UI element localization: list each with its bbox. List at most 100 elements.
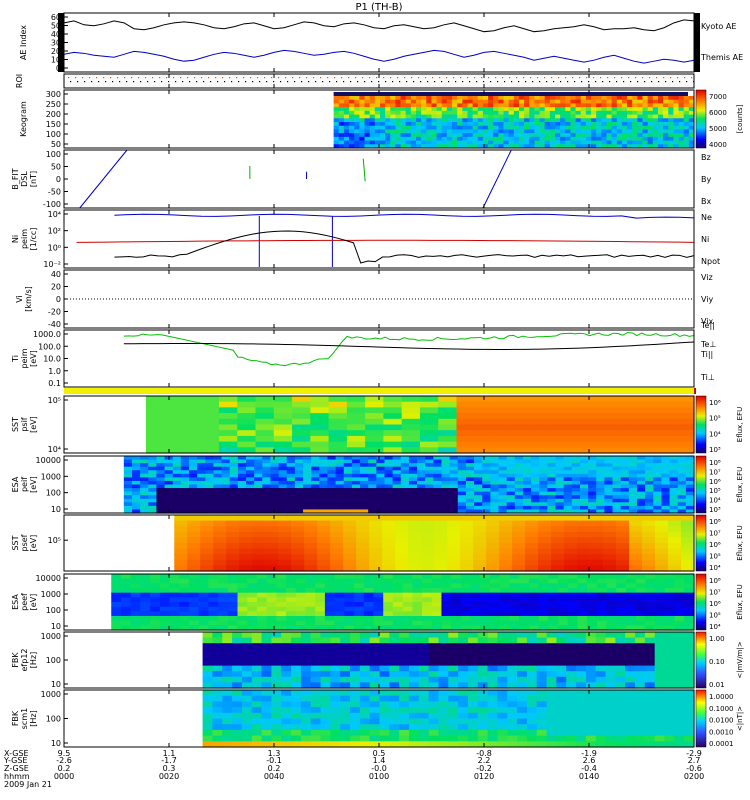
keogram-cell (678, 110, 685, 116)
fbk_b-cell (497, 729, 508, 737)
esa_e-cell (295, 588, 307, 594)
keogram-cell (627, 96, 633, 101)
esa_i-cell (335, 509, 345, 514)
roi-dot (446, 77, 448, 79)
keogram-cell (529, 114, 535, 119)
esa_i-cell (628, 473, 638, 478)
esa_i-cell (368, 495, 377, 500)
esa_i-cell (547, 495, 557, 500)
sst_i-cell (346, 396, 366, 403)
keogram-cell (580, 133, 587, 138)
esa_e-cell (276, 574, 287, 580)
esa_i-cell (579, 505, 589, 511)
sst_e-cell (226, 520, 240, 527)
keogram-cell (683, 125, 690, 130)
sst_e-cell (603, 543, 617, 550)
esa_e-cell (528, 611, 540, 617)
keogram-cell (349, 136, 355, 142)
esa_e-cell (422, 578, 433, 584)
sst_i-cell (365, 430, 385, 437)
fbk_b-cell (507, 701, 518, 708)
vi-ytick-label: 0 (56, 295, 61, 304)
fbk_e-cell (399, 632, 410, 639)
sst_e-cell (304, 526, 318, 533)
keogram-cell (652, 125, 659, 130)
esa_i-cell (449, 466, 459, 471)
fbk_e-cell (585, 654, 597, 661)
fbk_e-cell (546, 676, 558, 683)
fbk_b-cell (320, 707, 331, 714)
keogram-cell (647, 144, 654, 149)
esa_e-cell (324, 611, 336, 617)
esa_i-cell (384, 502, 394, 507)
sst_i-cell (255, 435, 275, 443)
esa_i-cell (457, 459, 467, 464)
esa_e-cell (373, 578, 384, 584)
esa_e-cell (344, 588, 355, 594)
esa_e-cell (315, 597, 326, 603)
fbk_e-cell (399, 682, 410, 689)
keogram-cell (611, 110, 618, 116)
sst_e-cell (473, 526, 487, 533)
sst_i-cell (273, 401, 293, 408)
fbk_e-cell (576, 665, 587, 672)
fbk_e-cell (281, 676, 292, 683)
keogram-cell (637, 110, 644, 116)
esa_i-cell (498, 477, 508, 482)
sst_e-cell (642, 531, 656, 538)
fbk_e-cell (241, 682, 253, 689)
fbk_b-cell (379, 741, 390, 748)
esa_i-cell (278, 502, 288, 507)
esa_i-cell (669, 484, 679, 489)
esa_i-cell (229, 495, 239, 500)
esa_i-cell (474, 498, 483, 503)
sst_i-cell (346, 407, 366, 414)
keogram-cell (529, 140, 535, 145)
sst_e-cell (655, 520, 669, 527)
sst_e-cell (343, 543, 357, 550)
fbk_e-cell (674, 632, 685, 639)
sst_e-cell (512, 559, 526, 566)
sst_e-cell (330, 543, 344, 550)
sst_e-cell (252, 559, 266, 566)
esa_i-cell (465, 505, 475, 511)
esa_e-cell (179, 597, 190, 603)
esa_e-colorbar (695, 573, 707, 631)
fbk_e-cell (625, 632, 636, 639)
esa_i-cell (221, 477, 231, 482)
sst_i-cell (182, 424, 202, 431)
fbk_e-cell (576, 682, 587, 689)
roi-dot (488, 77, 490, 79)
fbk_e-cell (241, 665, 253, 672)
esa_i-cell (229, 502, 239, 507)
esa_i-cell (555, 502, 565, 507)
keogram-cell (637, 96, 644, 101)
fbk_b-cell (526, 695, 538, 702)
fbk_e-cell (536, 665, 548, 672)
keogram-cell (565, 110, 571, 116)
keogram-cell (431, 129, 438, 134)
keogram-cell (637, 114, 644, 119)
esa_i-cell (417, 456, 426, 461)
keogram-cell (657, 140, 664, 145)
keogram-cell (498, 144, 505, 149)
fbk_e-cell (300, 632, 312, 639)
fbk_b-cell (448, 735, 459, 742)
esa_e-cell (188, 616, 200, 622)
esa_e-cell (305, 574, 316, 580)
fbk_e-cell (379, 665, 390, 672)
esa_i-cell (498, 498, 508, 503)
fbk_b-cell (418, 718, 430, 725)
esa_i-cell (425, 491, 434, 496)
keogram-cell (560, 129, 566, 134)
keogram-cell (534, 110, 541, 116)
sst_e-cell (538, 531, 552, 538)
keogram-cell (338, 96, 345, 101)
esa_e-cell (227, 588, 239, 594)
sst_i-cell (529, 401, 549, 408)
esa_i-cell (612, 459, 622, 464)
esa_i-cell (417, 459, 426, 464)
keogram-cell (457, 144, 463, 149)
fbk_e-cell (369, 637, 381, 644)
keogram-cell (652, 133, 659, 138)
